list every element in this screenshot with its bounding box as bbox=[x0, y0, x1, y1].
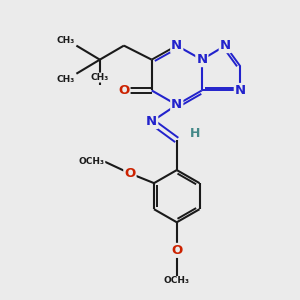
Text: N: N bbox=[235, 84, 246, 97]
Text: CH₃: CH₃ bbox=[56, 36, 75, 45]
Text: OCH₃: OCH₃ bbox=[164, 277, 190, 286]
Text: CH₃: CH₃ bbox=[56, 75, 75, 84]
Text: N: N bbox=[220, 39, 231, 52]
Text: O: O bbox=[171, 244, 182, 257]
Text: methoxy: methoxy bbox=[98, 160, 104, 161]
Text: N: N bbox=[146, 115, 157, 128]
Text: OCH₃: OCH₃ bbox=[79, 157, 105, 166]
Text: N: N bbox=[196, 53, 207, 66]
Text: O: O bbox=[124, 167, 136, 180]
Text: N: N bbox=[171, 98, 182, 111]
Text: CH₃: CH₃ bbox=[91, 73, 109, 82]
Text: O: O bbox=[118, 84, 130, 97]
Text: H: H bbox=[190, 128, 200, 140]
Text: N: N bbox=[171, 39, 182, 52]
